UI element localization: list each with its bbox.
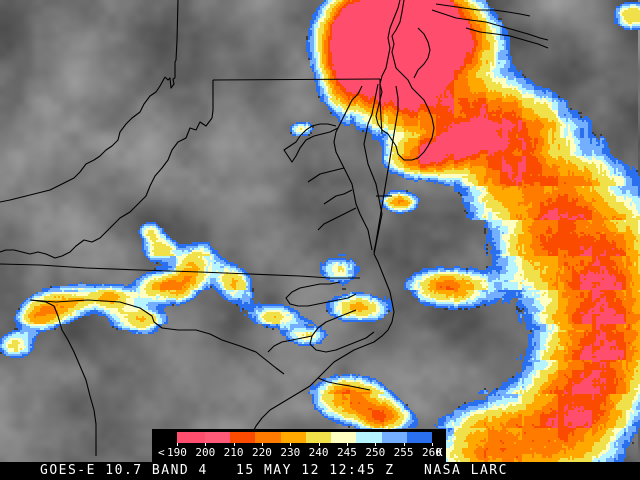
colorbar-band-190 <box>177 432 205 443</box>
colorbar-ramp <box>177 432 432 443</box>
colorbar-tick-labels: <190 200 210 220 230 240 245 250 255 260 K <box>152 445 446 460</box>
border-pennsylvania-west-virginia <box>164 76 176 89</box>
albemarle-sound <box>285 281 357 307</box>
potomac-river <box>283 123 339 163</box>
colorbar-ticks <box>152 443 446 447</box>
coastline-long-island-sound <box>435 3 531 17</box>
colorbar-tick-255 <box>403 443 405 446</box>
neuse-river <box>267 335 313 353</box>
colorbar-band-220 <box>255 432 281 443</box>
coastline-outer-banks <box>309 253 395 387</box>
border-virginia-north-carolina <box>0 263 360 279</box>
colorbar-band-240 <box>305 432 332 443</box>
colorbar-tick-230 <box>290 443 292 446</box>
colorbar-band-260 <box>406 432 432 443</box>
colorbar-band-210 <box>230 432 256 443</box>
colorbar-below-marker: < <box>158 446 165 459</box>
colorbar-band-250 <box>356 432 382 443</box>
pamlico-sound <box>309 309 375 353</box>
colorbar-label-190: 190 <box>167 446 187 459</box>
border-west-virginia-panhandle <box>211 80 214 119</box>
bay-inlet-james <box>317 207 357 231</box>
temperature-colorbar-legend: <190 200 210 220 230 240 245 250 255 260 K <box>152 429 446 462</box>
colorbar-label-210: 210 <box>223 446 244 459</box>
border-ohio-pennsylvania <box>174 0 179 78</box>
colorbar-label-260: 260 <box>422 446 442 459</box>
border-pennsylvania-maryland <box>212 78 381 81</box>
cape-lookout <box>317 377 371 391</box>
colorbar-tick-210 <box>233 443 235 446</box>
colorbar-band-245 <box>331 432 357 443</box>
colorbar-label-255: 255 <box>393 446 414 459</box>
caption-bar: GOES-E 10.7 BAND 4 15 MAY 12 12:45 Z NAS… <box>0 462 640 480</box>
colorbar-band-200 <box>205 432 231 443</box>
coastline-connecticut <box>465 27 549 49</box>
chesapeake-bay-east-shore <box>363 83 383 255</box>
chesapeake-bay-west-shore <box>333 85 373 251</box>
colorbar-label-230: 230 <box>280 446 301 459</box>
colorbar-tick-200 <box>205 443 207 446</box>
border-north-carolina-inner <box>221 339 285 375</box>
colorbar-tick-245 <box>347 443 348 446</box>
border-north-carolina-south-carolina <box>29 299 97 456</box>
delmarva-peninsula-coast <box>373 85 399 253</box>
colorbar-label-220: 220 <box>252 446 272 459</box>
border-west-virginia-ohio <box>0 76 166 203</box>
bay-inlet-rappahannock <box>307 167 345 183</box>
colorbar-tick-250 <box>375 443 377 446</box>
coastline-new-york-harbor <box>413 27 431 79</box>
colorbar-unit-label: K <box>436 446 443 459</box>
colorbar-label-245: 245 <box>337 446 357 459</box>
colorbar-band-255 <box>381 432 407 443</box>
border-delaware-maryland <box>379 79 383 135</box>
colorbar-band-230 <box>280 432 306 443</box>
border-south-carolina-georgia <box>29 299 223 341</box>
colorbar-tick-220 <box>262 443 263 446</box>
colorbar-label-250: 250 <box>365 446 386 459</box>
caption-source: NASA LARC <box>424 463 508 478</box>
bay-inlet-york <box>323 189 353 205</box>
caption-timestamp: 15 MAY 12 12:45 Z <box>236 463 395 478</box>
colorbar-tick-260 <box>432 443 433 446</box>
border-west-virginia-virginia <box>0 117 213 259</box>
colorbar-label-200: 200 <box>195 446 216 459</box>
coastline-long-island <box>431 9 549 41</box>
border-new-jersey <box>375 0 435 161</box>
colorbar-label-240: 240 <box>308 446 329 459</box>
colorbar-tick-190 <box>177 443 178 446</box>
colorbar-tick-240 <box>318 443 320 446</box>
caption-instrument: GOES-E 10.7 BAND 4 <box>40 463 208 478</box>
